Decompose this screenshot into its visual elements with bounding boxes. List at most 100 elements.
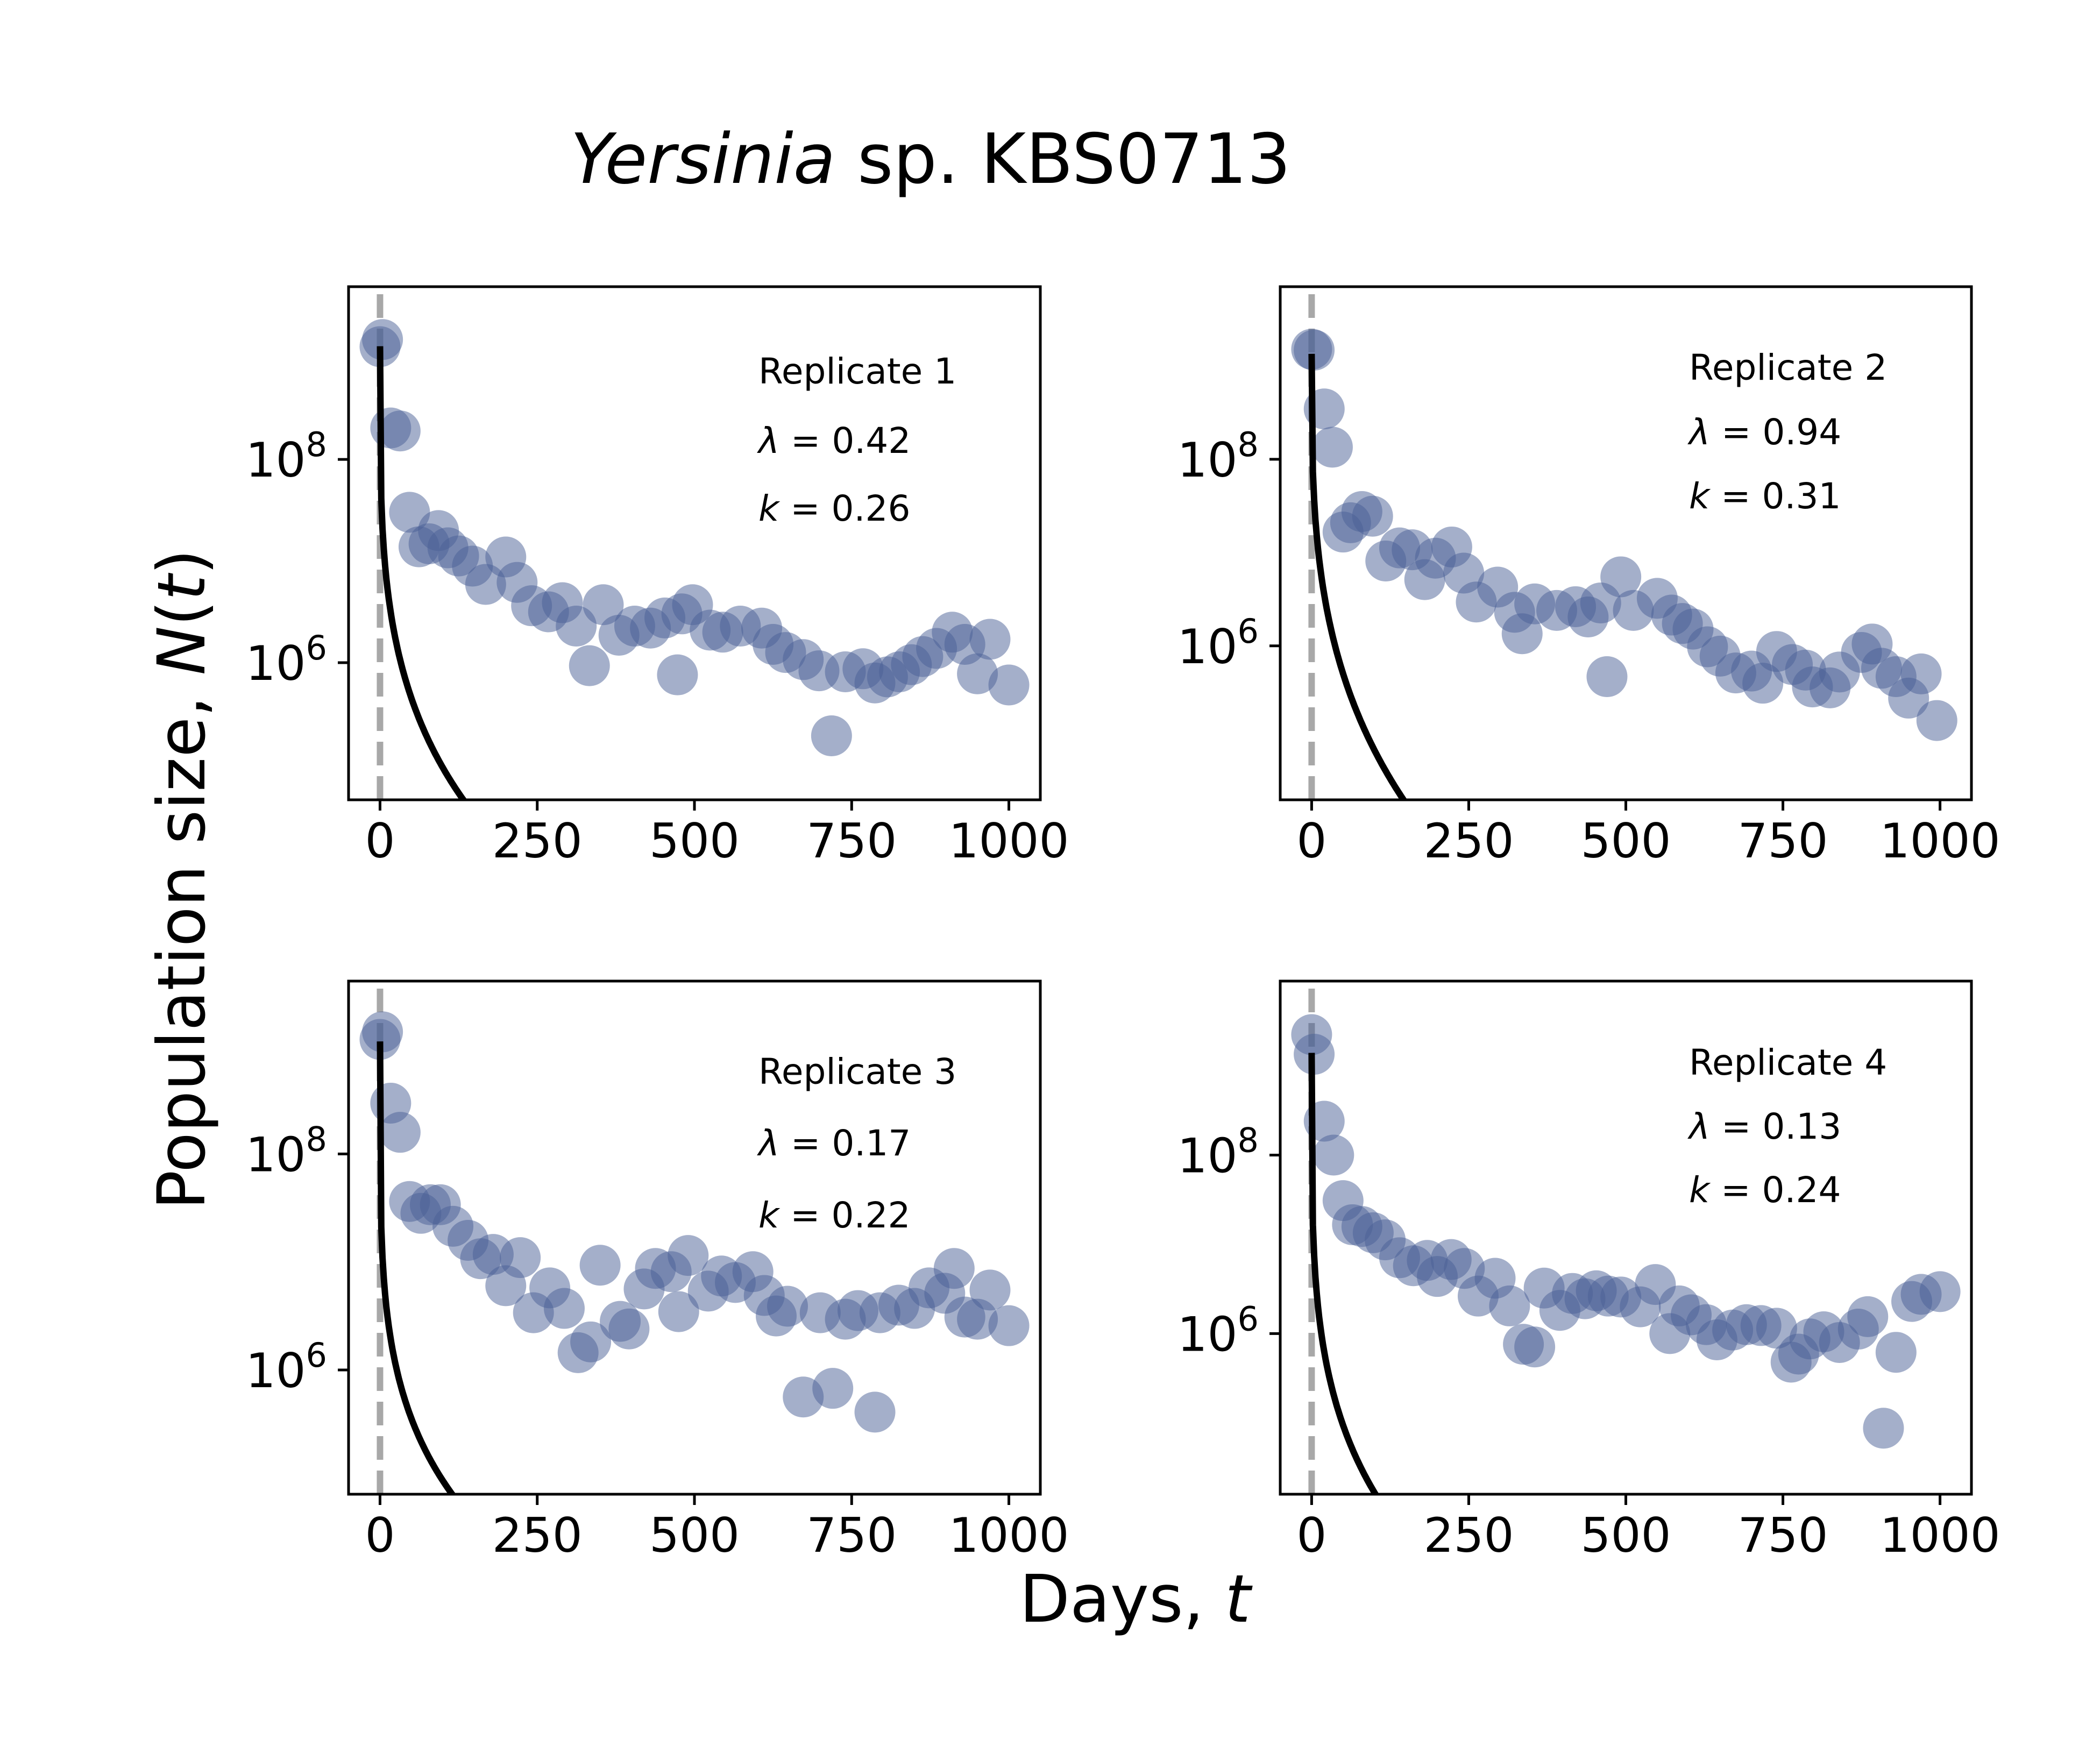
panel-4-y-tick-exp-8: 8 [1238,1121,1259,1160]
panel-2-k-annotation: k = 0.31 [1689,475,1841,517]
panel-3-x-tick-label-0: 0 [365,1508,395,1563]
panel-2-point-36 [1742,663,1784,704]
panel-3-lambda-eq: = [779,1123,832,1164]
panel-3-k-annotation: k = 0.22 [758,1195,910,1236]
panel-4-lambda-symbol: λ [1687,1106,1710,1147]
panel-1-point-36 [811,715,852,756]
panel-1-y-tick-label-6: 106 [246,628,327,691]
panel-2-point-8 [1352,495,1393,537]
panel-4-replicate-label: Replicate 4 [1689,1042,1887,1083]
panel-4-point-20 [1514,1326,1556,1368]
panel-3-point-46 [933,1248,975,1289]
panel-4-k-annotation: k = 0.24 [1689,1169,1841,1211]
panel-2-x-tick-label-1000: 1000 [1880,813,2000,869]
panel-2-y-tick-base-6: 10 [1177,619,1238,674]
panel-3-k-value: 0.22 [832,1195,911,1236]
panel-2-k-symbol: k [1689,475,1711,517]
panel-1-k-value: 0.26 [832,488,911,529]
panel-4-point-47 [1875,1332,1917,1373]
panel-4-x-tick-label-500: 500 [1581,1508,1671,1563]
panel-2-lambda-value: 0.94 [1762,411,1841,453]
panel-2-lambda-annotation: λ = 0.94 [1687,411,1841,453]
panel-2-x-tick-label-750: 750 [1738,813,1828,869]
panel-3-x-tick-label-750: 750 [806,1508,897,1563]
panel-2-y-tick-exp-6: 6 [1238,612,1259,651]
y-axis-label-text: Population size, [144,675,220,1210]
panel-3-point-2 [362,1011,403,1053]
x-axis-label-text: Days, [1019,1561,1225,1637]
panel-4-x-tick-label-1000: 1000 [1880,1508,2000,1563]
title-genus: Yersinia [570,119,835,200]
panel-3-lambda-symbol: λ [757,1123,779,1164]
x-axis-label: Days, t [1019,1561,1253,1637]
panel-4-x-tick-label-250: 250 [1423,1508,1514,1563]
panel-4-lambda-value: 0.13 [1762,1106,1841,1147]
panel-1-x-tick-label-0: 0 [365,813,395,869]
panel-2-k-value: 0.31 [1762,475,1841,517]
panel-3-k-symbol: k [758,1195,781,1236]
panel-3-point-17 [543,1288,585,1329]
panel-3-y-tick-base-8: 10 [246,1127,306,1182]
panel-4-point-50 [1919,1271,1961,1312]
panel-2-k-eq: = [1709,475,1762,517]
panel-1-plot-area [359,287,1030,800]
panel-2-x-tick-label-250: 250 [1423,813,1514,869]
panel-3-x-tick-label-1000: 1000 [949,1508,1069,1563]
panel-1-point-19 [569,645,610,686]
y-axis-label-paren-open: ( [144,600,220,626]
panel-4-x-tick-label-750: 750 [1738,1508,1828,1563]
panel-4-y-tick-base-8: 10 [1177,1128,1238,1184]
y-axis-label-paren-var: t [144,572,220,600]
panel-3-x-tick-label-250: 250 [492,1508,583,1563]
panel-3-point-20 [579,1245,621,1286]
panel-1-lambda-value: 0.42 [832,420,911,461]
panel-3-plot-area [359,981,1030,1494]
panel-3-point-14 [500,1237,541,1279]
panel-3-replicate-label: Replicate 3 [758,1051,956,1092]
panel-3-point-37 [812,1368,854,1409]
panel-1-point-48 [969,619,1011,660]
panel-1-k-eq: = [779,488,831,529]
panel-3-point-34 [767,1286,808,1327]
panel-1-y-tick-label-8: 108 [246,425,327,488]
x-axis-label-var: t [1225,1561,1253,1637]
panel-1-x-tick-label-1000: 1000 [949,813,1069,869]
panel-4-point-4 [1313,1134,1354,1176]
panel-4-lambda-eq: = [1710,1106,1762,1147]
panel-3-k-eq: = [779,1195,831,1236]
panel-3-x-tick-label-500: 500 [649,1508,740,1563]
y-axis-label-paren-close: ) [144,549,220,575]
panel-4-y-tick-exp-6: 6 [1238,1299,1259,1338]
panel-2-x-tick-label-500: 500 [1581,813,1671,869]
panel-1-lambda-symbol: λ [757,420,779,461]
panel-1-lambda-eq: = [779,420,832,461]
panel-3-lambda-annotation: λ = 0.17 [757,1123,911,1164]
panel-3-y-tick-label-6: 106 [246,1336,327,1398]
panel-4-k-value: 0.24 [1762,1169,1841,1211]
panel-1-point-2 [362,319,403,360]
panel-1-point-47 [957,653,998,694]
panel-2-replicate-label: Replicate 2 [1689,347,1887,388]
panel-2-point-25 [1586,656,1628,698]
panel-3-point-50 [988,1305,1030,1346]
panel-2-plot-area [1291,287,1957,800]
panel-2-lambda-symbol: λ [1687,411,1710,453]
title-rest: sp. KBS0713 [835,119,1291,200]
panel-3-point-22 [608,1308,650,1350]
panel-1-y-tick-base-6: 10 [246,636,306,691]
panel-1-x-tick-label-250: 250 [492,813,583,869]
panel-3-y-tick-exp-6: 6 [306,1336,327,1375]
panel-4-plot-area [1291,981,1961,1494]
panel-3-y-tick-exp-8: 8 [306,1119,327,1159]
panel-2-y-tick-label-8: 108 [1177,425,1259,488]
panel-2-point-49 [1916,700,1957,741]
panel-3-y-tick-label-8: 108 [246,1119,327,1182]
panel-2-point-2 [1294,329,1335,371]
panel-3-point-19 [570,1321,612,1362]
panel-4-y-tick-label-6: 106 [1177,1299,1259,1362]
